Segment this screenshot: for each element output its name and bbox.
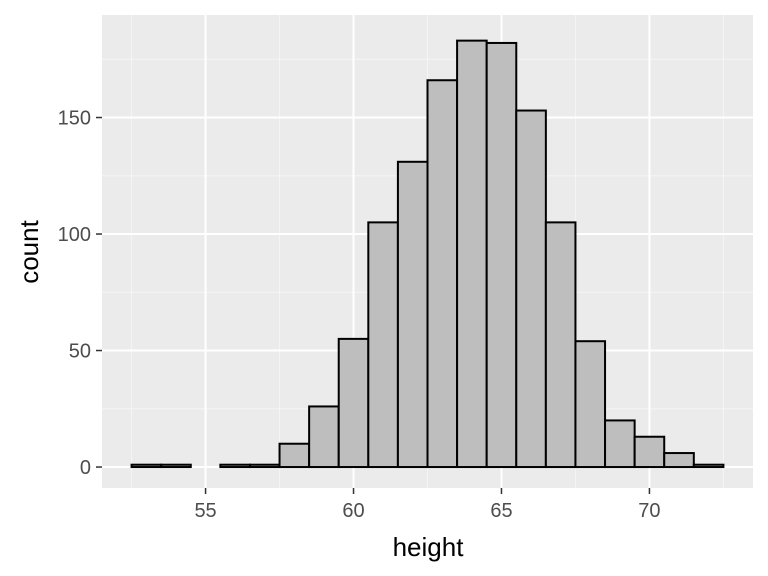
histogram-bar-11 — [456, 39, 488, 469]
y-tick-label: 0 — [80, 457, 91, 479]
histogram-bars — [130, 39, 725, 469]
y-tick-label: 100 — [58, 224, 91, 246]
histogram-bar-0 — [130, 463, 163, 469]
y-axis-title: count — [14, 219, 44, 283]
histogram-bar-10 — [426, 79, 459, 469]
x-axis-title: height — [393, 532, 465, 562]
x-tick-label: 60 — [342, 500, 364, 522]
x-tick-label: 55 — [194, 500, 216, 522]
histogram-bar-9 — [396, 160, 429, 469]
histogram-bar-4 — [248, 463, 281, 469]
histogram-bar-6 — [308, 405, 340, 469]
histogram-bar-1 — [160, 463, 192, 469]
histogram-bar-19 — [692, 463, 725, 469]
y-axis-ticks: 0 50 100 150 — [58, 108, 102, 479]
x-axis-ticks: 55 60 65 70 — [194, 488, 661, 522]
histogram-bar-14 — [544, 221, 577, 469]
histogram-bar-3 — [219, 463, 251, 469]
histogram-bar-16 — [604, 419, 636, 469]
histogram-bar-17 — [633, 435, 666, 469]
x-tick-label: 65 — [490, 500, 512, 522]
y-tick-label: 50 — [69, 341, 91, 363]
histogram-bar-18 — [663, 452, 695, 469]
histogram-bar-8 — [367, 221, 399, 469]
histogram-bar-5 — [278, 442, 311, 469]
histogram-bar-12 — [485, 41, 518, 469]
histogram-bar-7 — [337, 337, 370, 469]
histogram-bar-15 — [574, 340, 607, 469]
x-tick-label: 70 — [638, 500, 660, 522]
histogram-bar-13 — [515, 109, 547, 469]
y-tick-label: 150 — [58, 108, 91, 130]
